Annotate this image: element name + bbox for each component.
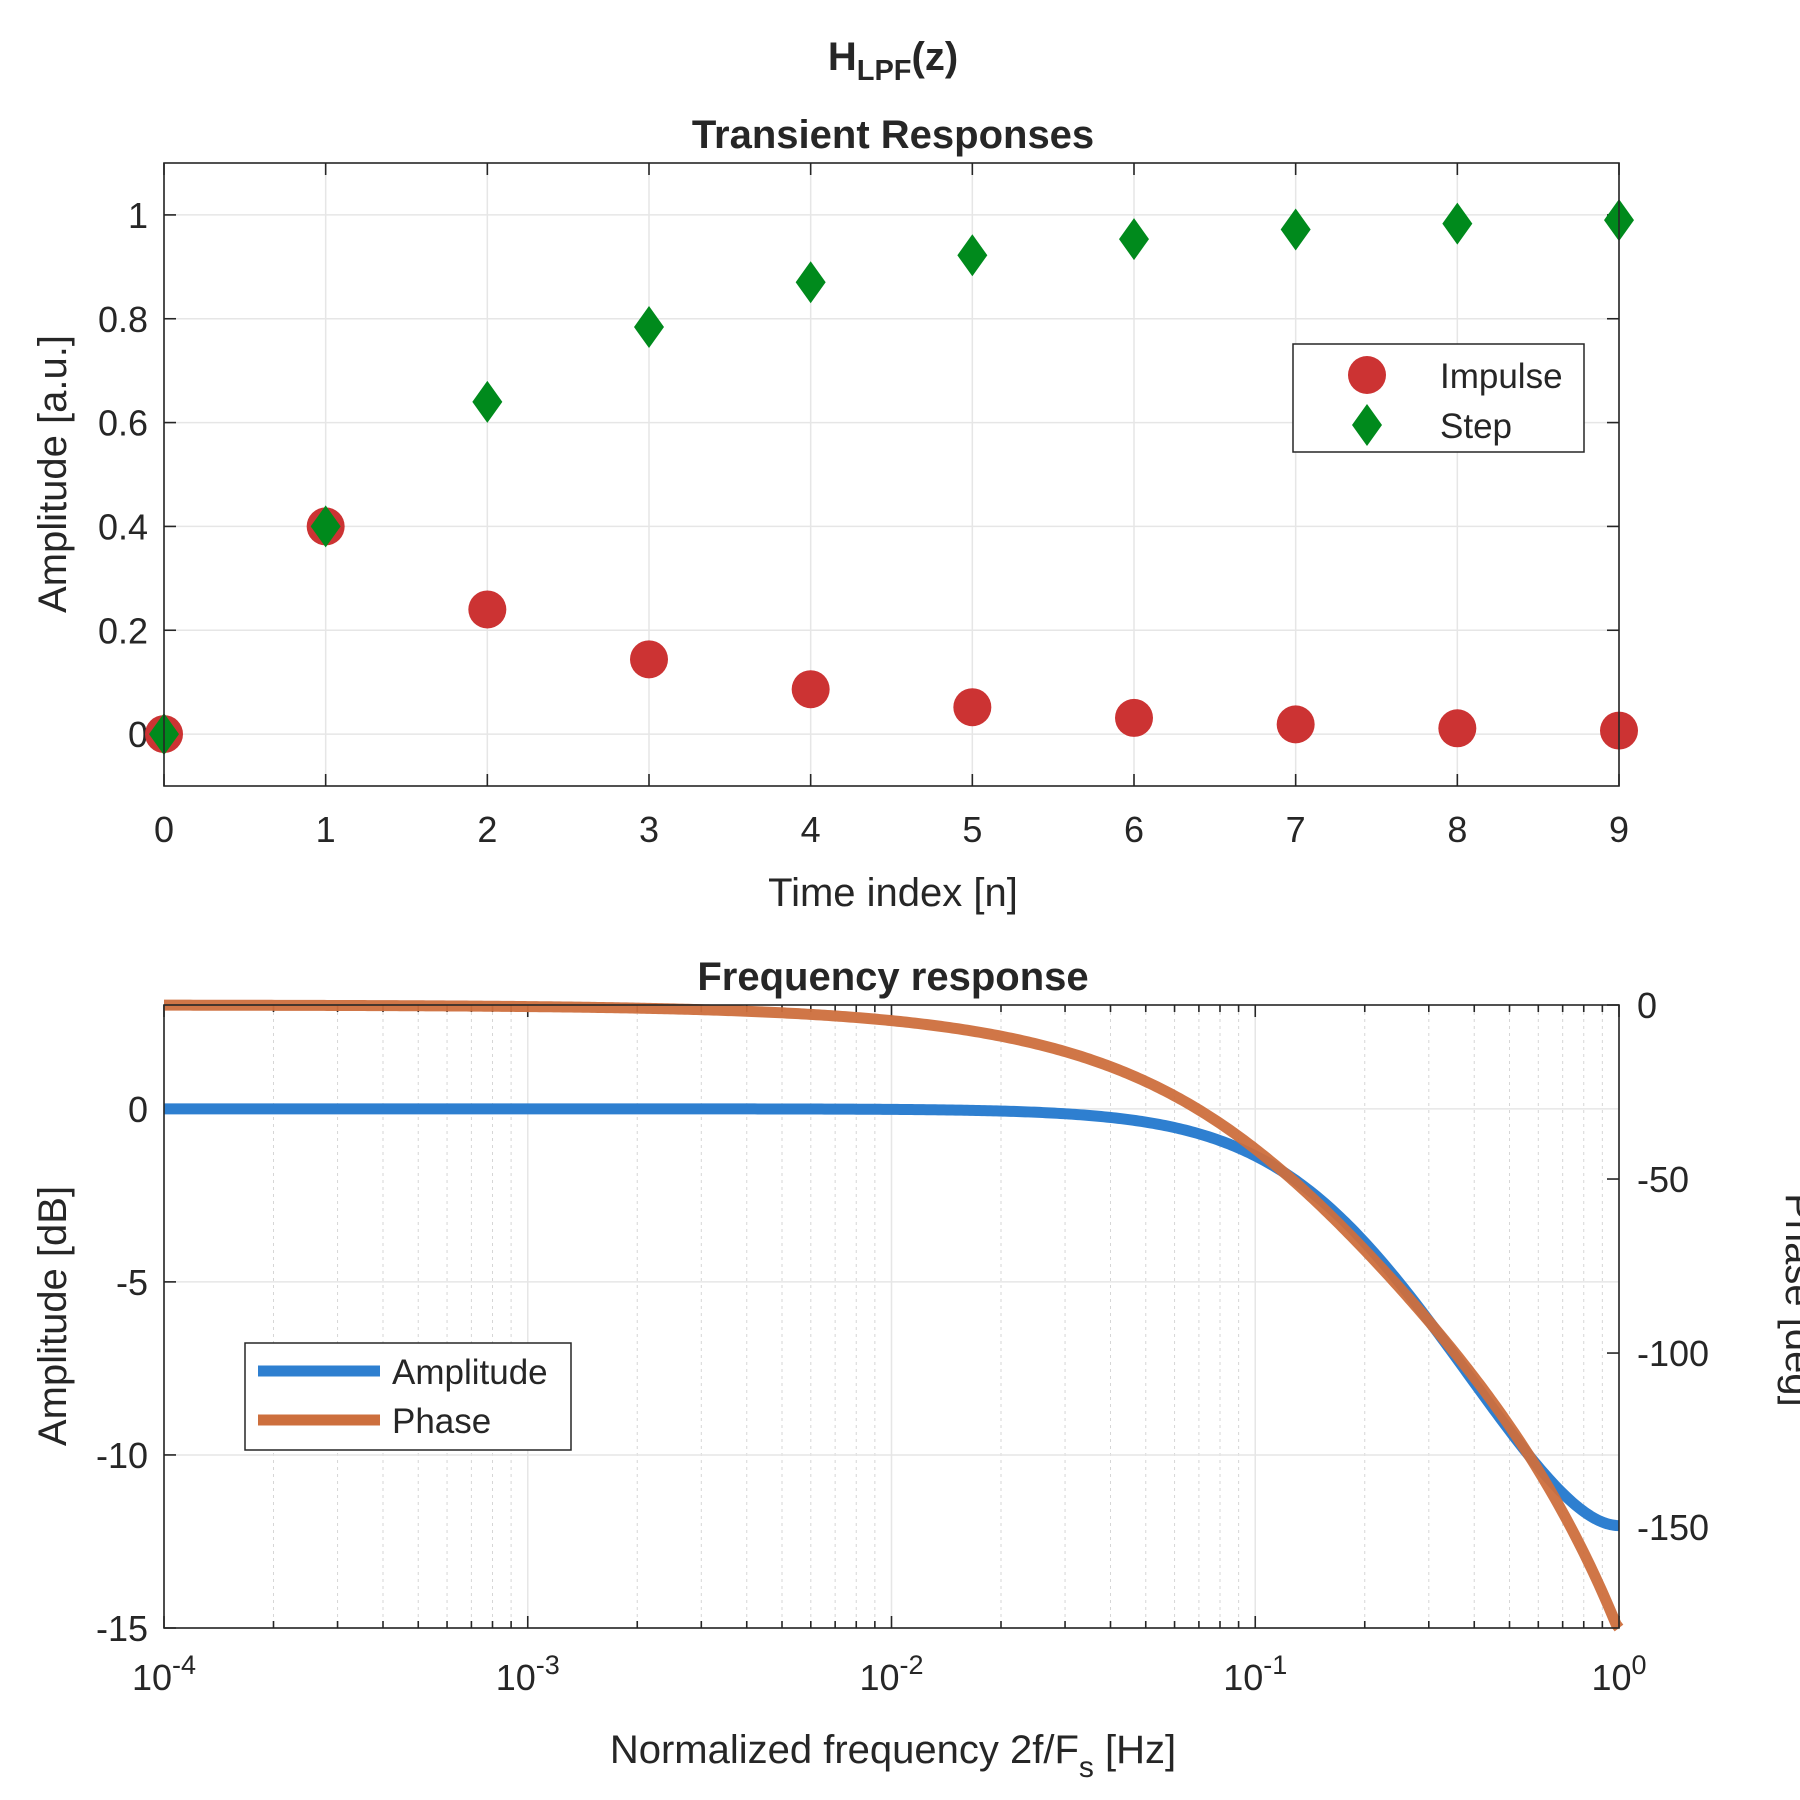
transient-xtick-label: 4 [801, 809, 821, 850]
step-point [310, 505, 341, 548]
transient-xtick-label: 2 [477, 809, 497, 850]
impulse-point [1438, 709, 1477, 748]
transient-xtick-label: 5 [962, 809, 982, 850]
figure-title-tail: (z) [912, 35, 959, 79]
frequency-ylabel-left: Amplitude [dB] [31, 1186, 75, 1446]
transient-ticks: 0 1 2 3 4 5 6 7 8 9 0 0.2 0.4 0.6 0.8 1 [98, 163, 1629, 850]
legend-amplitude-label: Amplitude [392, 1353, 548, 1392]
frequency-xlabel-tail: [Hz] [1094, 1728, 1176, 1772]
step-point [1119, 218, 1149, 261]
transient-ytick-label: 0.2 [98, 610, 148, 651]
transient-xtick-label: 8 [1447, 809, 1467, 850]
transient-ytick-label: 0.8 [98, 299, 148, 340]
transient-ytick-label: 0 [128, 714, 148, 755]
transient-marks [145, 199, 1638, 756]
frequency-left-ytick-label: -10 [96, 1435, 148, 1476]
step-point [795, 261, 826, 304]
frequency-right-ytick-label: -50 [1637, 1159, 1689, 1200]
figure-title: HLPF(z) [828, 35, 958, 87]
transient-responses-chart: Transient Responses 0 1 2 3 4 5 6 7 8 9 0 0.2 0.4 0.6… [31, 113, 1638, 915]
frequency-xlabel-subscript: s [1079, 1751, 1094, 1784]
legend-phase-label: Phase [392, 1402, 491, 1441]
transient-xtick-label: 1 [316, 809, 336, 850]
figure-title-subscript: LPF [857, 55, 912, 87]
step-point [634, 306, 664, 349]
impulse-point [1115, 698, 1153, 737]
transient-xlabel: Time index [n] [768, 871, 1018, 915]
frequency-left-ytick-label: 0 [128, 1089, 148, 1130]
transient-xtick-label: 9 [1609, 809, 1629, 850]
frequency-ylabel-right: Phase [deg] [1777, 1193, 1800, 1407]
frequency-right-ytick-label: -150 [1637, 1507, 1709, 1548]
frequency-xlabel: Normalized frequency 2f/Fs [Hz] [610, 1728, 1176, 1784]
step-point [472, 380, 503, 423]
frequency-left-ytick-label: -5 [116, 1262, 148, 1303]
transient-axes-box [163, 162, 1620, 787]
frequency-right-ytick-label: -100 [1637, 1333, 1709, 1374]
frequency-xtick-label: 10-3 [496, 1650, 560, 1698]
frequency-chart-title: Frequency response [697, 955, 1088, 999]
transient-ytick-label: 1 [128, 195, 148, 236]
frequency-xtick-label: 10-4 [132, 1650, 196, 1698]
legend-impulse-label: Impulse [1440, 357, 1563, 396]
transient-ytick-label: 0.6 [98, 403, 148, 444]
step-point [957, 234, 988, 277]
impulse-point [630, 640, 668, 679]
legend-step-label: Step [1440, 407, 1512, 446]
frequency-xtick-label: 100 [1591, 1650, 1646, 1698]
legend-step-marker [1352, 404, 1382, 446]
impulse-point [1276, 705, 1315, 744]
step-point [1280, 208, 1311, 251]
frequency-xtick-label: 10-1 [1223, 1650, 1287, 1698]
legend-impulse-marker [1348, 356, 1386, 394]
figure-title-main: H [828, 35, 857, 79]
frequency-axes-box [163, 1004, 1620, 1629]
frequency-xlabel-main: Normalized frequency 2f/F [610, 1728, 1079, 1772]
transient-xtick-label: 3 [639, 809, 659, 850]
transient-legend: Impulse Step [1292, 343, 1585, 453]
impulse-point [953, 688, 992, 727]
transient-xtick-label: 7 [1286, 809, 1306, 850]
transient-legend-box [1292, 343, 1585, 453]
impulse-point [468, 590, 507, 629]
impulse-point [791, 670, 830, 709]
step-point [1442, 202, 1473, 245]
frequency-legend: Amplitude Phase [244, 1342, 572, 1451]
transient-xtick-label: 6 [1124, 809, 1144, 850]
frequency-legend-box [244, 1342, 572, 1451]
transient-ytick-label: 0.4 [98, 506, 148, 547]
frequency-right-ytick-label: 0 [1637, 985, 1657, 1026]
frequency-left-ytick-label: -15 [96, 1608, 148, 1649]
transient-chart-title: Transient Responses [692, 113, 1094, 157]
transient-ylabel: Amplitude [a.u.] [31, 335, 75, 613]
transient-xtick-label: 0 [154, 809, 174, 850]
frequency-xtick-label: 10-2 [859, 1650, 923, 1698]
frequency-response-chart: Frequency response 10-4 10-3 10-2 10-1 100 0 -… [31, 955, 1800, 1784]
